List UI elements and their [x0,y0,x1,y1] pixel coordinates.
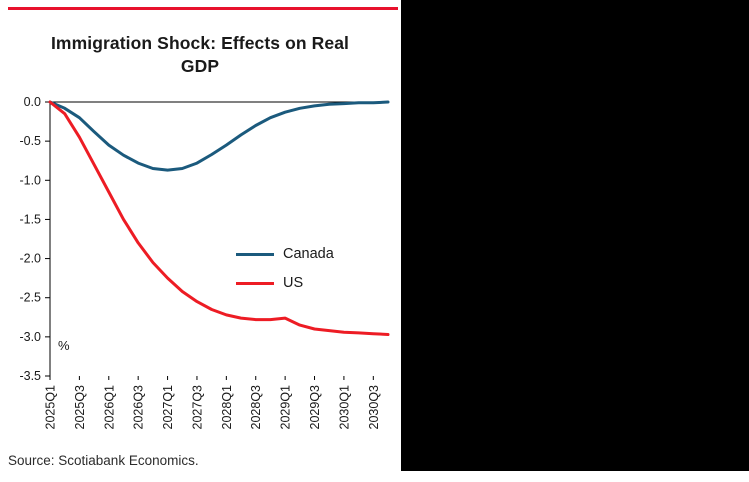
svg-text:2026Q1: 2026Q1 [102,385,116,430]
svg-text:-2.5: -2.5 [19,291,41,305]
legend-item-us: US [236,275,334,291]
canada-line-swatch [236,252,274,256]
legend-item-canada: Canada [236,246,334,262]
svg-text:2030Q1: 2030Q1 [337,385,351,430]
svg-text:2027Q3: 2027Q3 [190,385,204,430]
svg-text:2025Q3: 2025Q3 [73,385,87,430]
legend: Canada US [236,246,334,291]
chart-title: Immigration Shock: Effects on Real GDP [50,33,350,76]
svg-text:2028Q3: 2028Q3 [249,385,263,430]
svg-text:2029Q3: 2029Q3 [308,385,322,430]
svg-text:-1.5: -1.5 [19,212,41,226]
top-accent-rule [8,7,398,10]
us-line-swatch [236,281,274,285]
svg-text:2028Q1: 2028Q1 [220,385,234,430]
y-axis-unit-label: % [58,338,70,353]
svg-text:2030Q3: 2030Q3 [367,385,381,430]
svg-text:-0.5: -0.5 [19,134,41,148]
svg-text:-3.5: -3.5 [19,369,41,383]
source-note: Source: Scotiabank Economics. [8,453,199,468]
svg-text:-1.0: -1.0 [19,173,41,187]
svg-text:-3.0: -3.0 [19,330,41,344]
adjacent-black-panel [401,0,749,471]
svg-text:2029Q1: 2029Q1 [279,385,293,430]
chart-card: Immigration Shock: Effects on Real GDP 0… [8,7,398,468]
svg-text:2027Q1: 2027Q1 [161,385,175,430]
svg-text:-2.0: -2.0 [19,252,41,266]
legend-label-canada: Canada [283,246,334,262]
svg-text:2025Q1: 2025Q1 [44,385,58,430]
svg-text:2026Q3: 2026Q3 [132,385,146,430]
legend-label-us: US [283,275,304,291]
svg-text:0.0: 0.0 [24,95,41,109]
